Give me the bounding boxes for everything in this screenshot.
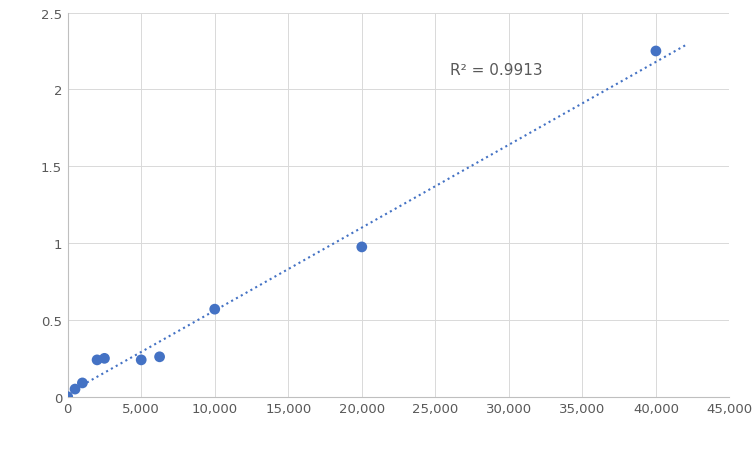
Point bbox=[650, 48, 662, 55]
Point bbox=[153, 354, 165, 361]
Text: R² = 0.9913: R² = 0.9913 bbox=[450, 63, 543, 78]
Point bbox=[209, 306, 221, 313]
Point bbox=[356, 244, 368, 251]
Point bbox=[77, 379, 89, 387]
Point bbox=[91, 356, 103, 364]
Point bbox=[69, 386, 81, 393]
Point bbox=[99, 355, 111, 362]
Point bbox=[62, 393, 74, 400]
Point bbox=[135, 356, 147, 364]
